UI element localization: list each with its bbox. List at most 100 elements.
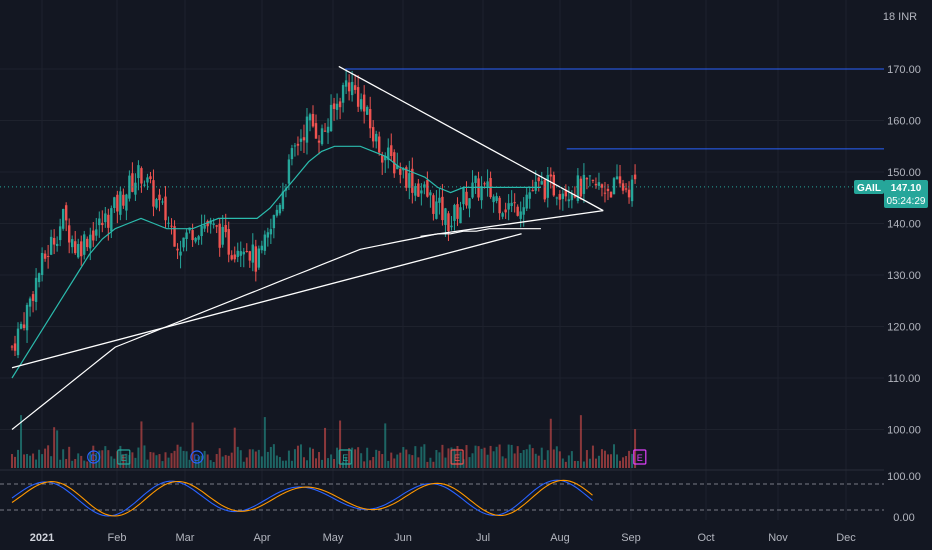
volume-bar <box>619 460 622 468</box>
candle-body <box>591 179 595 181</box>
volume-bar <box>468 457 471 468</box>
volume-bar <box>489 445 492 468</box>
volume-bar <box>266 451 269 468</box>
candle-body <box>236 250 239 257</box>
candle-body <box>444 208 447 225</box>
volume-bar <box>68 446 71 468</box>
volume-bar <box>459 451 462 468</box>
volume-bar <box>17 449 20 468</box>
candle-body <box>170 225 173 227</box>
candle-body <box>239 251 242 256</box>
volume-bar <box>417 457 420 468</box>
time-tick-label: Sep <box>621 532 641 544</box>
volume-bar <box>513 453 516 468</box>
candle-body <box>245 251 248 253</box>
event-marker-label: E <box>342 453 348 463</box>
volume-bar <box>299 444 302 468</box>
candle-body <box>19 323 23 329</box>
candle-body <box>558 194 562 200</box>
volume-bar <box>218 448 221 468</box>
volume-bar <box>573 460 576 468</box>
stoch-d-line <box>11 479 593 517</box>
dividend-marker <box>190 450 204 464</box>
candle-body <box>191 230 194 241</box>
candle-body <box>615 176 619 180</box>
volume-bar <box>71 460 74 468</box>
volume-bar <box>146 459 149 468</box>
volume-bar <box>384 423 387 468</box>
volume-bar <box>522 450 525 468</box>
volume-bar <box>158 454 161 468</box>
volume-bar <box>576 460 579 468</box>
volume-bar <box>155 455 158 468</box>
candle-body <box>347 82 351 92</box>
candle-body <box>13 343 17 351</box>
volume-bar <box>122 454 125 468</box>
candle-body <box>465 191 468 206</box>
candle-body <box>152 180 155 207</box>
volume-bar <box>429 457 432 468</box>
candle-body <box>350 81 354 96</box>
volume-bar <box>149 451 152 468</box>
volume-bar <box>360 453 363 468</box>
volume-bar <box>345 456 348 468</box>
volume-bar <box>402 447 405 468</box>
volume-bar <box>363 461 366 468</box>
volume-bar <box>35 459 38 468</box>
volume-bar <box>634 429 637 468</box>
volume-bar <box>254 451 257 468</box>
candle-body <box>516 206 519 216</box>
candle-body <box>290 148 294 160</box>
volume-bar <box>369 460 372 468</box>
volume-bar <box>498 444 501 468</box>
price-tag <box>884 180 928 208</box>
candle-body <box>429 192 432 196</box>
volume-bar <box>330 454 333 468</box>
volume-bar <box>152 452 155 468</box>
volume-bar <box>625 456 628 468</box>
volume-bar <box>203 450 206 468</box>
symbol-tag <box>854 180 884 194</box>
candle-body <box>597 182 601 186</box>
candle-body <box>372 127 375 142</box>
candle-body <box>356 87 360 107</box>
volume-bar <box>558 451 561 468</box>
candle-body <box>16 328 20 356</box>
candle-body <box>49 236 53 255</box>
candle-body <box>104 213 107 223</box>
drawings[interactable] <box>0 65 884 369</box>
volume-bar <box>14 456 17 468</box>
candle-body <box>606 188 610 192</box>
candle-body <box>25 304 29 331</box>
trendline <box>420 209 604 238</box>
candle-body <box>116 194 119 212</box>
candle-body <box>528 192 531 199</box>
candle-body <box>603 192 607 194</box>
volume-bar <box>348 448 351 468</box>
candle-body <box>411 168 414 193</box>
volume-bar <box>308 447 311 468</box>
volume-bar <box>200 455 203 468</box>
volume-bar <box>191 422 194 468</box>
price-tick-label: 120.00 <box>887 322 921 334</box>
volume-bar <box>296 445 299 468</box>
volume-bar <box>399 452 402 468</box>
earnings-marker <box>633 449 647 465</box>
volume-bar <box>561 458 564 468</box>
candle-body <box>218 223 221 248</box>
candle-body <box>61 209 65 229</box>
volume-bar <box>423 444 426 468</box>
volume-bar <box>74 459 77 468</box>
time-tick-label: Dec <box>836 532 856 544</box>
candle-body <box>95 229 98 236</box>
volume-bar <box>62 449 65 468</box>
time-axis: 2021 Feb Mar Apr May Jun Jul Aug Sep Oct Nov Dec <box>30 532 857 544</box>
candle-body <box>92 230 95 241</box>
candle-body <box>22 324 26 329</box>
volume-bar <box>119 445 122 468</box>
volume-bar <box>143 445 146 468</box>
candle-body <box>621 183 625 191</box>
candle-body <box>335 103 339 110</box>
